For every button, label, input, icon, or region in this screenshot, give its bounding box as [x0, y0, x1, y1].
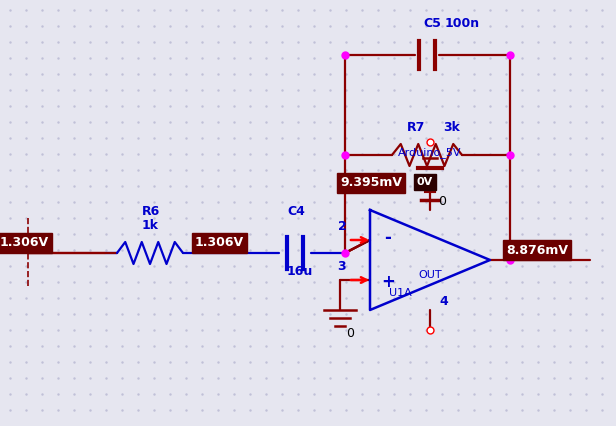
Text: 8.876mV: 8.876mV [506, 244, 568, 256]
Text: 1.306V: 1.306V [195, 236, 244, 250]
Text: Arduino_5V: Arduino_5V [399, 147, 462, 158]
Text: 1k: 1k [142, 219, 159, 232]
Text: U1A: U1A [389, 288, 411, 298]
Text: 0: 0 [438, 195, 446, 208]
Text: 9.395mV: 9.395mV [340, 176, 402, 190]
Text: +: + [381, 273, 395, 291]
Text: -: - [384, 229, 391, 247]
Text: 0V: 0V [417, 177, 433, 187]
Text: 2: 2 [338, 220, 346, 233]
Text: R6: R6 [142, 205, 160, 218]
Text: 100n: 100n [445, 17, 480, 30]
Text: 3k: 3k [443, 121, 460, 134]
Text: C4: C4 [287, 205, 305, 218]
Text: OUT: OUT [418, 270, 442, 280]
Text: 1: 1 [520, 240, 529, 253]
Text: R7: R7 [407, 121, 426, 134]
Text: 16u: 16u [287, 265, 314, 278]
Text: 1.306V: 1.306V [0, 236, 49, 250]
Text: 0: 0 [346, 327, 354, 340]
Text: 3: 3 [338, 260, 346, 273]
Text: 4: 4 [440, 295, 448, 308]
Text: C5: C5 [423, 17, 441, 30]
